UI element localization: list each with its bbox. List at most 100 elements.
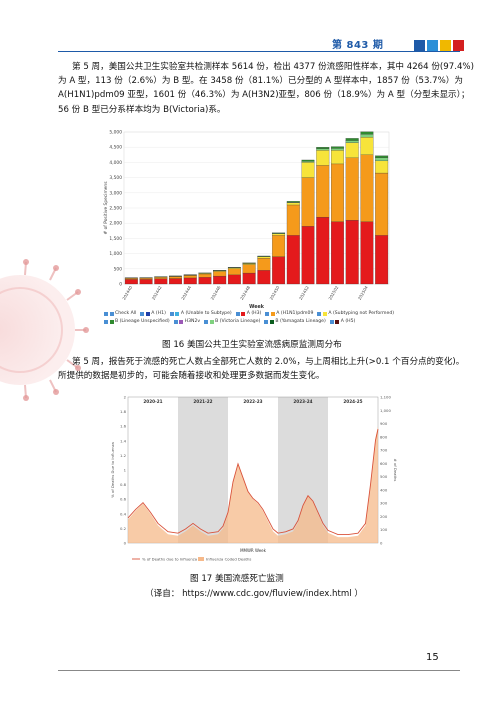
y-tick-label: 2,000 [109,221,122,227]
legend-label: B (Lineage Unspecified) [115,319,170,324]
y-tick-label: 0 [119,282,122,288]
checkbox-icon[interactable] [264,320,269,324]
checkbox-icon[interactable] [169,312,174,316]
checkbox-icon[interactable] [140,312,145,316]
bar-segment [301,177,315,227]
checkbox-icon[interactable] [204,320,209,324]
issue-number: 第 843 期 [332,40,384,51]
season-label: 2024-25 [343,399,362,404]
bar-segment [360,134,374,138]
deaths-area [128,426,378,543]
bar-segment [331,146,344,149]
bar-segment [242,263,256,265]
paragraph-line: 第 5 周，报告死于流感的死亡人数占全部死亡人数的 2.0%，与上周相比上升(>… [72,357,465,367]
left-tick-label: 0.2 [120,526,127,531]
y-tick-label: 1,500 [109,236,122,242]
legend-item[interactable]: A (H5) [329,318,356,326]
x-tick-label: 202444 [180,285,192,301]
season-band [178,397,228,543]
left-tick-label: 0.6 [120,497,127,502]
left-tick-label: 1.4 [120,438,127,443]
legend-swatch [198,557,204,561]
bar-segment [301,161,315,163]
checkbox-icon[interactable] [265,312,270,316]
legend-item[interactable]: A (H1N1)pdm09 [265,310,313,318]
legend-label: A (H1) [151,311,166,316]
checkbox-icon[interactable] [104,320,108,324]
left-tick-label: 1.6 [120,424,127,429]
bar-segment [345,140,359,143]
bar-segment [169,278,182,285]
bar-segment [286,201,300,203]
legend-label: Check All [115,311,137,316]
x-tick-label: 202448 [239,285,251,301]
bar-segment [301,226,315,285]
legend-label: A (Subtyping not Performed) [328,311,395,316]
legend-label: A (H5) [340,319,356,324]
checkbox-icon[interactable] [329,320,334,324]
legend-swatch [335,320,340,324]
legend-label: % of Deaths due to Influenza [142,557,197,562]
legend-label: A (H1N1)pdm09 [276,311,314,316]
bar-segment [242,272,256,285]
legend-swatch [270,312,275,316]
legend-item[interactable]: A (Subtyping not Performed) [317,310,394,318]
x-axis-label: Week [249,304,265,310]
paragraph-mortality: 第 5 周，报告死于流感的死亡人数占全部死亡人数的 2.0%，与上周相比上升(>… [58,355,465,383]
paragraph-line: A(H1N1)pdm09 亚型，1601 份（46.3%）为 A(H3N2)亚型… [58,90,470,101]
bar-segment [331,163,344,222]
bar-segment [345,142,359,158]
page-number: 15 [426,652,439,663]
bar-segment [198,277,212,285]
left-tick-label: 0.8 [120,482,127,487]
legend-item[interactable]: A (Unable to Subtype) [169,310,232,318]
y-tick-label: 3,000 [109,190,122,196]
legend-item[interactable]: A (H1) [140,310,166,318]
legend-label: Influenza Coded Deaths [206,557,251,562]
y-tick-label: 4,500 [109,145,122,151]
legend-swatch [109,312,114,316]
legend-item[interactable]: A (H3) [235,310,262,318]
x-tick-label: 202442 [151,285,163,301]
checkbox-icon[interactable] [104,312,108,316]
left-tick-label: 1.2 [120,453,127,458]
legend-item[interactable]: B (Victoria Lineage) [204,318,260,326]
legend-item[interactable]: Check All [104,310,136,318]
y-tick-label: 2,500 [109,206,122,212]
bar-segment [316,148,330,151]
legend-row: B (Lineage Unspecified) H3N2v B (Victoria … [104,318,404,326]
source-note: （译自： https://www.cdc.gov/fluview/index.h… [145,589,363,599]
legend-label: A (Unable to Subtype) [180,311,232,316]
checkbox-icon[interactable] [173,320,178,324]
legend-swatch [109,320,114,324]
bar-segment [124,279,138,285]
x-tick-label: 202502 [327,285,339,301]
legend-item[interactable]: B (Yamagata Lineage) [264,318,326,326]
bar-segment [316,150,330,166]
bar-segment [301,159,315,162]
checkbox-icon[interactable] [235,312,240,316]
legend-row: Check All A (H1) A (Unable to Subtype) A (H… [104,310,404,318]
bar-segment [360,221,374,285]
legend-swatch [322,312,327,316]
bar-segment [227,274,241,285]
paragraph-lab-surveillance: 第 5 周，美国公共卫生实验室共检测样本 5614 份，检出 4377 份流感阳… [58,60,474,117]
bar-segment [331,150,344,165]
virus-illustration [0,259,89,401]
bar-segment [257,256,271,259]
legend-label: B (Victoria Lineage) [215,319,261,324]
legend-swatch [209,320,214,324]
legend-item[interactable]: H3N2v [173,318,200,326]
bar-segment [375,155,389,158]
right-axis-label: # of Deaths [393,459,398,482]
bar-segment [272,233,286,236]
checkbox-icon[interactable] [317,312,322,316]
legend-item[interactable]: B (Lineage Unspecified) [104,318,170,326]
legend-swatch [179,320,184,324]
legend-swatch [241,312,246,316]
legend-label: A (H3) [246,311,262,316]
bar-segment [375,160,389,174]
header-rule [58,51,460,52]
right-tick-label: 900 [380,421,388,426]
x-tick-label: 202446 [210,285,222,301]
